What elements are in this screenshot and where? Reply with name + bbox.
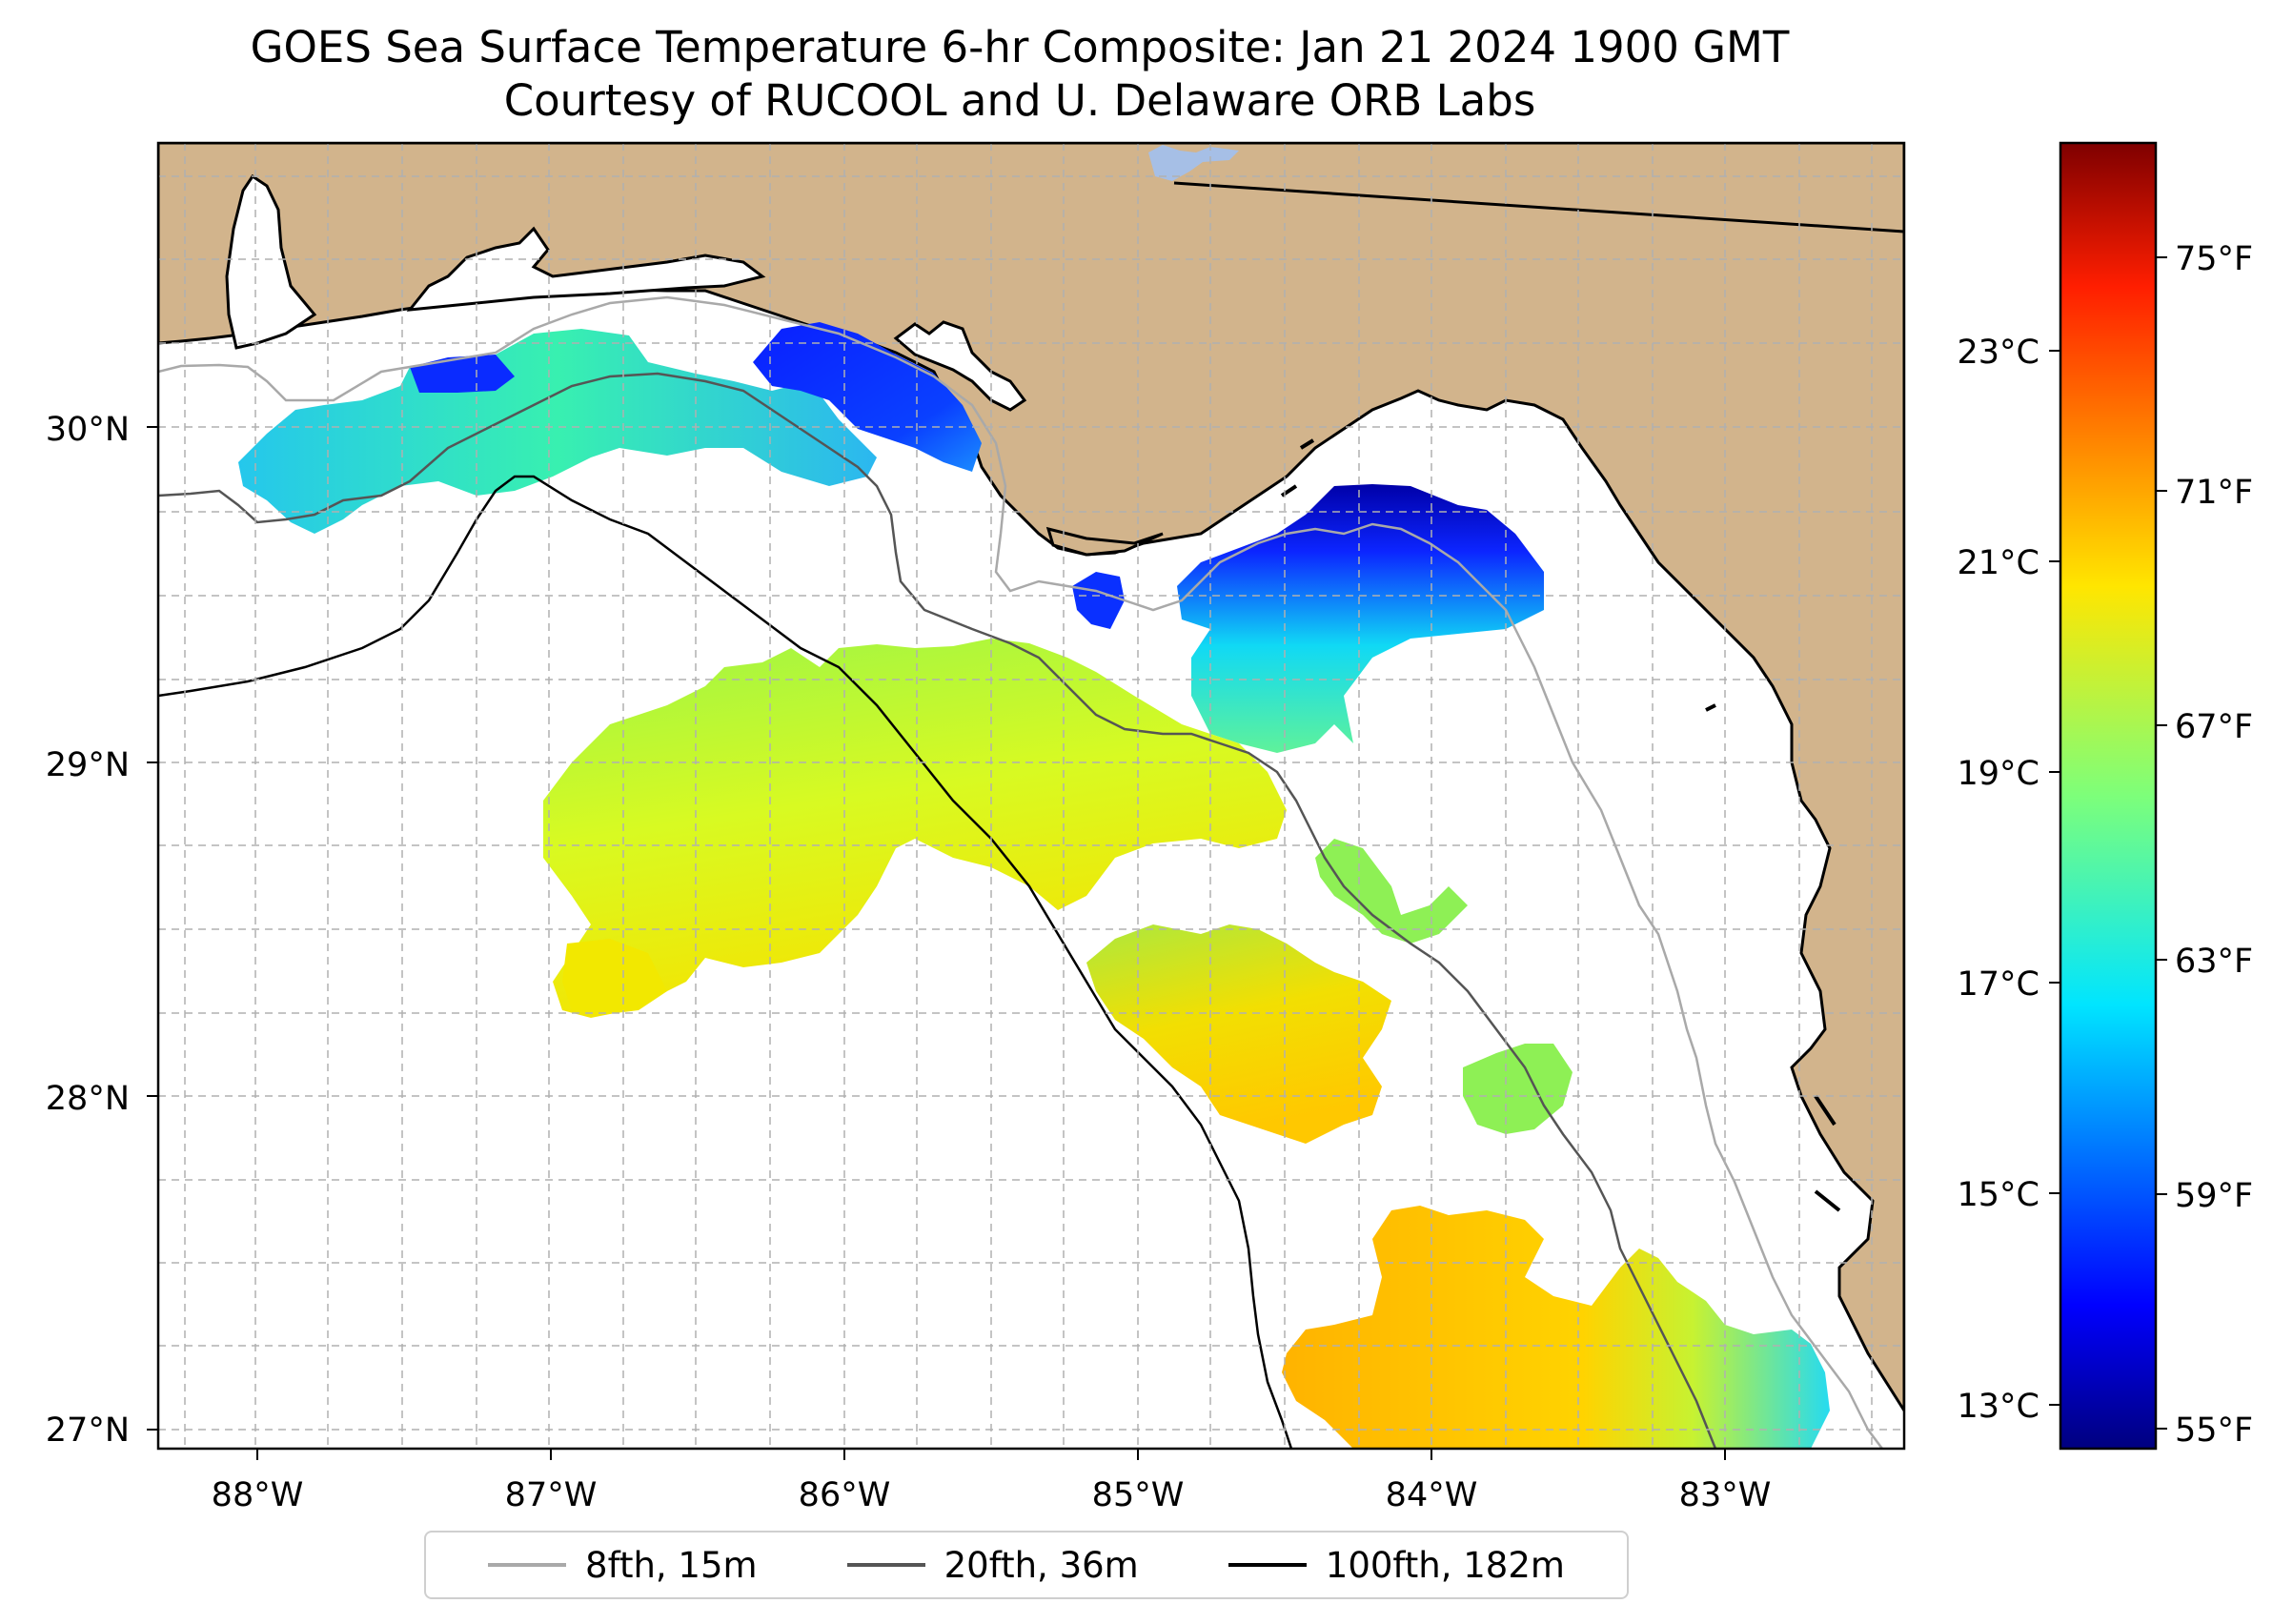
celsius-tick-label: 23°C [1958,334,2039,372]
legend-item-8fth: 8fth, 15m [488,1545,758,1586]
isobath-100fth [158,475,1293,1449]
big-bend-islands [1280,438,1841,1212]
map-area [158,143,1904,1449]
sst-patch-mid-south [562,939,667,1015]
celsius-tick-label: 21°C [1958,544,2039,582]
lon-label: 88°W [212,1476,304,1514]
lon-label: 87°W [505,1476,598,1514]
sst-patch-keys [1315,839,1468,944]
celsius-tick-label: 17°C [1958,965,2039,1004]
lon-label: 83°W [1679,1476,1772,1514]
celsius-tick-label: 19°C [1958,755,2039,793]
axis-ticks [147,426,1726,1460]
colorbar: 23°C 21°C 19°C 17°C 15°C 13°C 75°F 71°F … [1958,141,2253,1451]
fahrenheit-tick-label: 71°F [2175,474,2253,512]
map-frame [156,141,1906,1451]
lake [1148,145,1239,181]
apalachicola-bay [893,320,1027,412]
lat-label: 28°N [46,1080,130,1118]
legend-line-icon [846,1563,925,1567]
isobath-8fth [158,295,1883,1449]
fahrenheit-tick-label: 75°F [2175,240,2253,278]
lat-label: 27°N [46,1411,130,1450]
fahrenheit-tick-label: 67°F [2175,708,2253,746]
legend-label: 20fth, 36m [944,1544,1139,1586]
isobath-20fth [158,372,1717,1449]
chart-title: GOES Sea Surface Temperature 6-hr Compos… [0,21,2039,128]
isobath-legend: 8fth, 15m 20fth, 36m 100fth, 182m [424,1531,1629,1599]
sst-patch-mid [543,639,1287,1018]
pensacola-bay [406,226,766,312]
fahrenheit-tick-label: 63°F [2175,943,2253,981]
state-boundary [1173,181,1904,233]
sst-patch-east [1086,924,1391,1144]
legend-item-100fth: 100fth, 182m [1228,1545,1565,1586]
sst-patch-south [1282,1206,1830,1449]
legend-item-20fth: 20fth, 36m [846,1544,1139,1586]
st-george-island [1045,526,1164,557]
sst-patch-small-blue [1072,572,1125,629]
lon-label: 84°W [1386,1476,1478,1514]
lat-labels: 30°N 29°N 28°N 27°N [46,411,130,1450]
sst-patch-blue-north [753,322,982,472]
graticule [158,143,1904,1449]
legend-line-icon [488,1563,567,1567]
legend-label: 100fth, 182m [1325,1544,1565,1586]
title-line-2: Courtesy of RUCOOL and U. Delaware ORB L… [503,75,1536,126]
map-figure: 30°N 29°N 28°N 27°N 88°W 87°W 86°W 85°W … [46,141,2253,1514]
celsius-tick-label: 15°C [1958,1176,2039,1214]
sst-patch-east-green [1463,1044,1573,1134]
sst-data [238,322,1830,1449]
celsius-tick-label: 13°C [1958,1388,2039,1426]
sst-patch-big-bend [1177,484,1544,753]
sst-patch-north [238,329,877,534]
lat-label: 29°N [46,746,130,784]
fahrenheit-tick-label: 59°F [2175,1177,2253,1215]
lon-labels: 88°W 87°W 86°W 85°W 84°W 83°W [212,1476,1772,1514]
lon-label: 85°W [1092,1476,1185,1514]
title-line-1: GOES Sea Surface Temperature 6-hr Compos… [250,22,1790,72]
fahrenheit-tick-label: 55°F [2175,1411,2253,1450]
legend-line-icon [1228,1563,1307,1567]
sst-patch-blue-nw [410,355,515,393]
lon-label: 86°W [799,1476,891,1514]
colorbar-gradient [2059,141,2158,1451]
lat-label: 30°N [46,411,130,449]
mobile-bay [225,173,317,350]
legend-label: 8fth, 15m [585,1544,758,1586]
